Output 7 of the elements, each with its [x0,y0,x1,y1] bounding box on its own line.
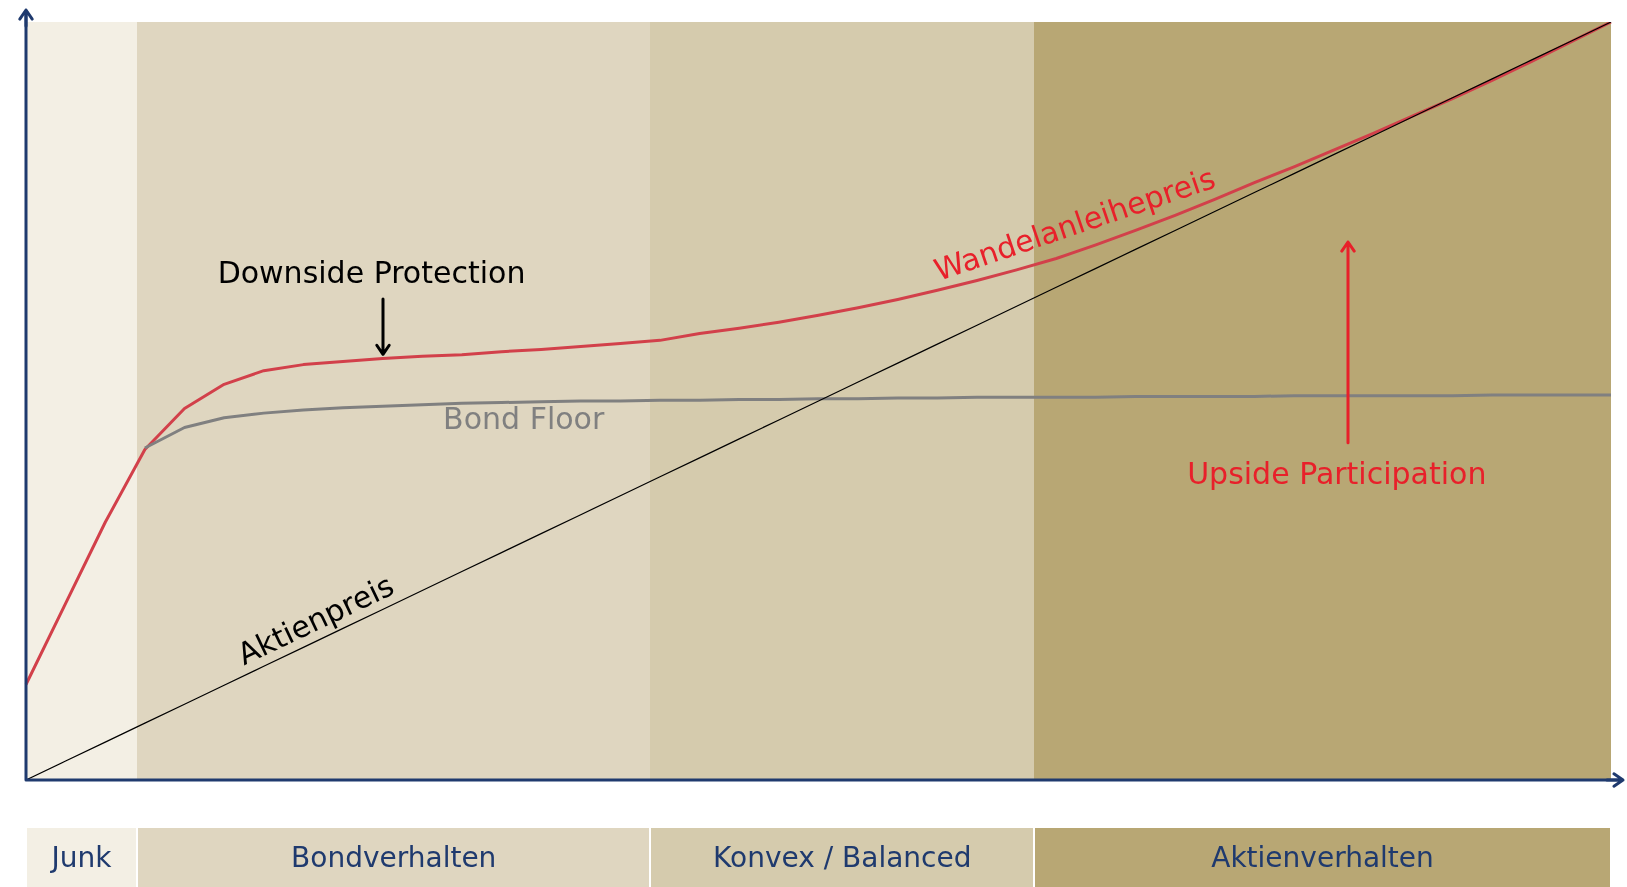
text: Junk [27,828,136,887]
annotation: Upside Participation [1187,455,1487,491]
annotation: Downside Protection [217,254,526,290]
text: Bondverhalten [137,828,650,887]
series-label: Bond Floor [443,400,605,436]
text: Konvex / Balanced [651,828,1034,887]
text: Aktienverhalten [1035,828,1610,887]
